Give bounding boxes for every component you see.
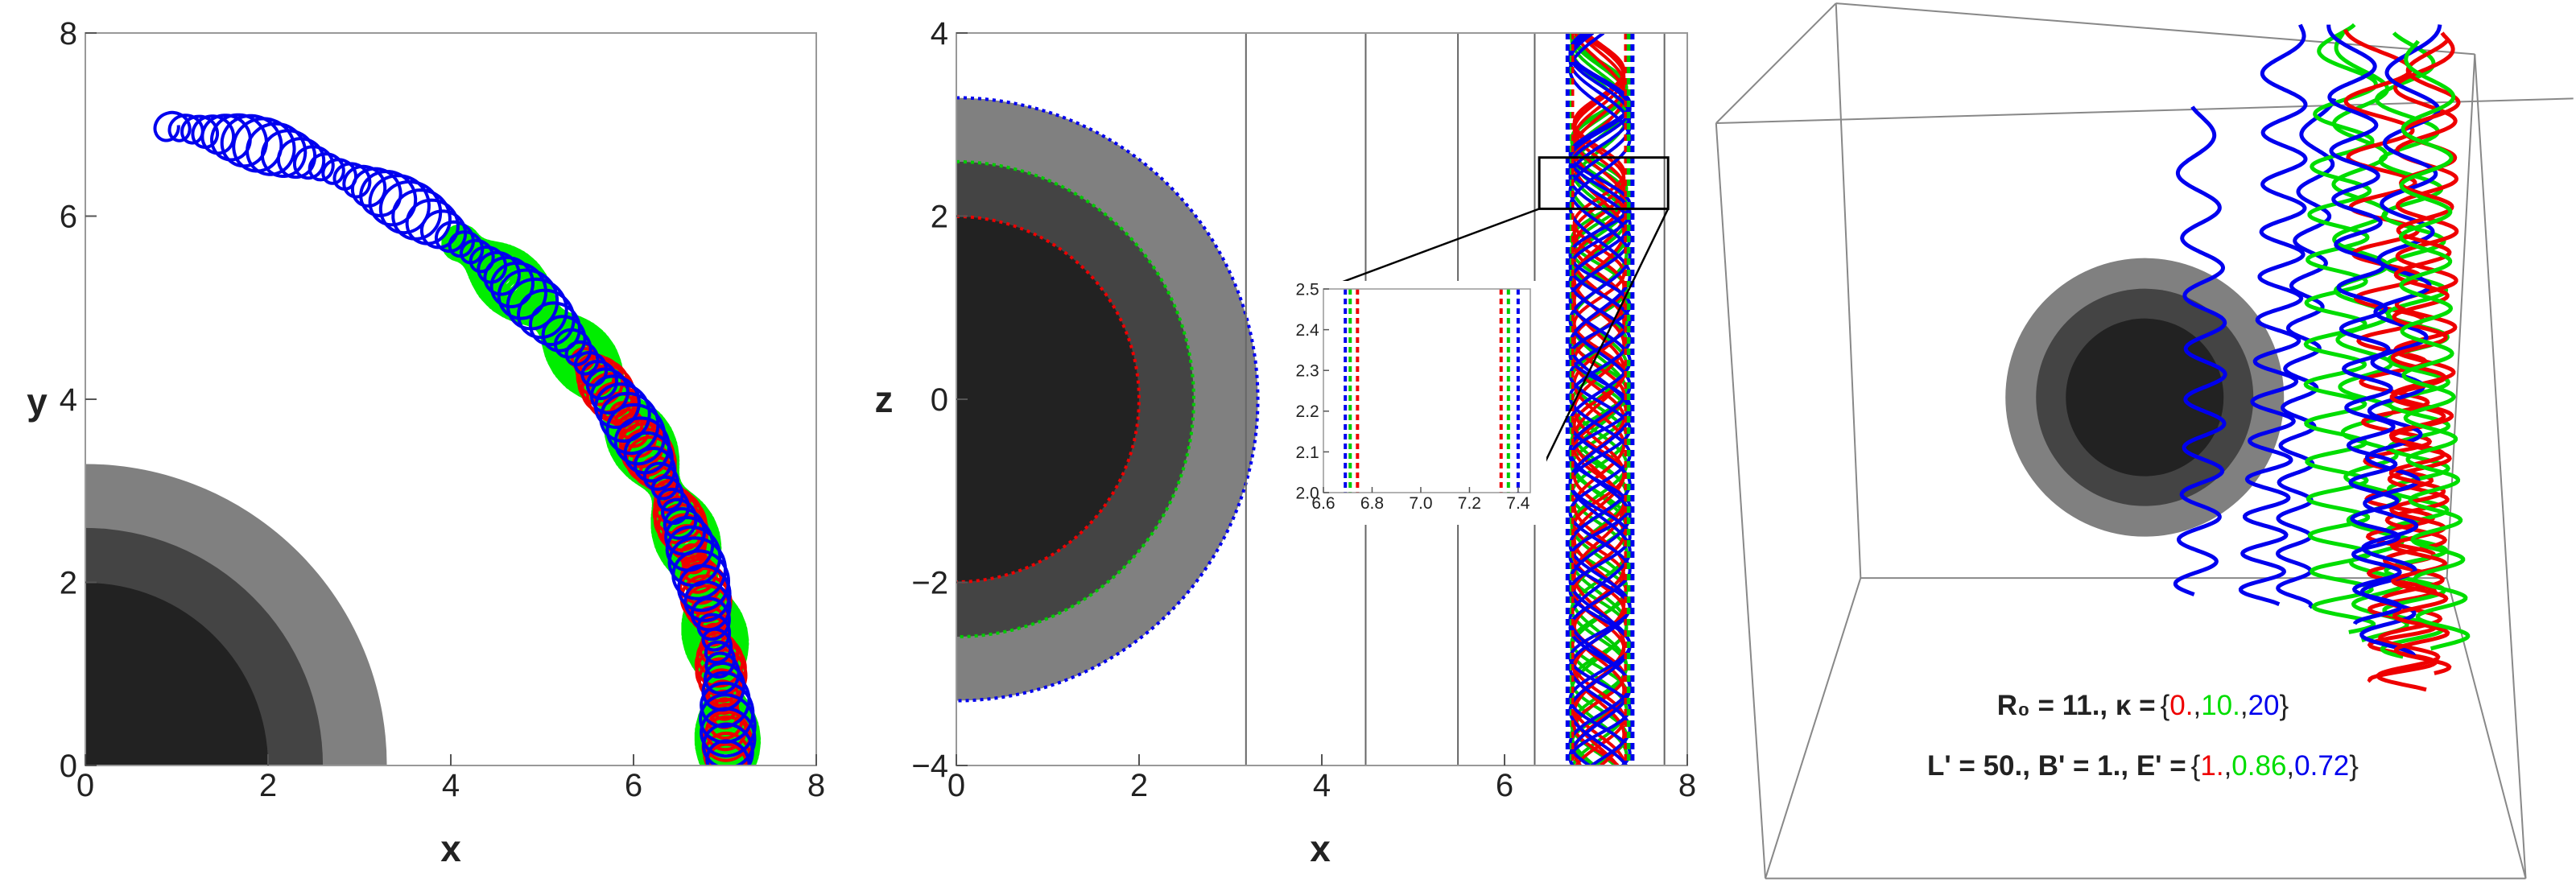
y-axis-label: z [875,378,894,420]
zoom-box [1538,156,1670,210]
y-tick-label: 2.1 [1296,444,1319,462]
y-tick-label: 6 [60,200,77,235]
trajectory [2343,28,2438,683]
trajectory [2398,39,2471,651]
x-tick-label: 7.0 [1409,494,1432,513]
disk-edge [956,96,1260,703]
disk [956,217,1139,582]
panel-xy: 0 2 4 6 8 0 2 4 6 8 x y [27,16,825,869]
legend-part: { [2191,750,2201,782]
y-tick-label: 2.0 [1296,484,1319,502]
legend-part: 0.86 [2231,750,2286,782]
y-tick-label: 2.4 [1296,321,1320,340]
trajectory [153,110,757,765]
x-tick-label: 0 [76,768,94,803]
legend-part: 1. [2200,750,2223,782]
box-edge [2446,577,2527,879]
x-tick-label: 6.6 [1311,494,1335,513]
legend-part: 20 [2248,690,2280,721]
y-tick-label: 2.3 [1296,362,1319,381]
legend-part: , [2240,690,2248,721]
trajectory [2326,24,2403,625]
box-edge [1715,2,1837,124]
legend-line: L' = 50., B' = 1., E' = {1.,0.86,0.72} [1927,750,2359,782]
panel-3d: R₀ = 11., κ = {0.,10.,20}L' = 50., B' = 1… [1715,2,2574,880]
disk-edge [956,159,1196,639]
legend-part: , [2224,750,2232,782]
x-tick-label: 0 [947,768,965,803]
box-edge [1715,122,1766,879]
trajectory [1568,33,1632,765]
x-tick-label: 6 [625,768,642,803]
y-tick-label: −4 [911,749,948,784]
disk [85,583,268,765]
x-tick-label: 7.2 [1458,494,1481,513]
legend-part: , [2286,750,2294,782]
y-tick-label: 0 [60,749,77,784]
legend-part: , [2193,690,2201,721]
trajectory [1568,33,1632,765]
y-tick-label: 2 [60,566,77,601]
y-axis-label: y [27,381,47,423]
trajectory [2376,31,2459,692]
plot-content [956,33,1666,765]
legend-line: R₀ = 11., κ = {0.,10.,20} [1997,690,2289,721]
y-tick-label: 4 [60,382,77,418]
x-tick-label: 2 [259,768,277,803]
y-tick-label: 8 [60,16,77,52]
plot-frame [1323,288,1531,493]
box-edge [2474,54,2527,879]
disk [2066,318,2224,477]
legend-part: L' = 50., B' = 1., E' = [1927,750,2186,782]
x-tick-label: 2 [1130,768,1148,803]
y-tick-label: 2.5 [1296,280,1319,299]
legend-part: 0. [2169,690,2193,721]
trajectory [2275,97,2337,609]
y-tick-label: −2 [911,566,948,601]
trajectory [2238,23,2308,607]
y-tick-label: 2 [931,200,948,235]
legend-part: } [2280,690,2289,721]
legend-part: { [2161,690,2170,721]
legend-part: 10. [2201,690,2240,721]
legend-part: R₀ = 11., κ = [1997,690,2156,721]
y-tick-label: 4 [931,16,948,52]
box-edge [1835,3,1862,579]
x-tick-label: 7.4 [1506,494,1530,513]
x-tick-label: 8 [807,768,825,803]
y-tick-label: 0 [931,382,948,418]
legend-part: 0.72 [2294,750,2349,782]
inset-content [1344,289,1520,493]
x-tick-label: 8 [1678,768,1696,803]
x-tick-label: 4 [442,768,460,803]
panel-xz: 0 2 4 6 8 −4 −2 0 2 4 x z 6.6 6.8 7.0 7.2 7.4 2.0 2.1 2.2 2.… [875,16,1697,869]
legend-part: } [2349,750,2359,782]
x-tick-label: 4 [1313,768,1331,803]
zoom-connector [1529,208,1670,493]
trajectory [2173,105,2227,596]
plot-content [85,110,762,765]
box-edge [1765,577,1862,879]
y-tick-label: 2.2 [1296,402,1319,421]
box-edge [1835,2,2475,56]
disk-edge [956,215,1141,584]
box-edge [2446,54,2476,579]
zoom-connector [1323,208,1540,291]
x-axis-label: x [1310,827,1331,869]
x-tick-label: 6 [1496,768,1513,803]
x-axis-label: x [440,827,461,869]
x-tick-label: 6.8 [1360,494,1384,513]
